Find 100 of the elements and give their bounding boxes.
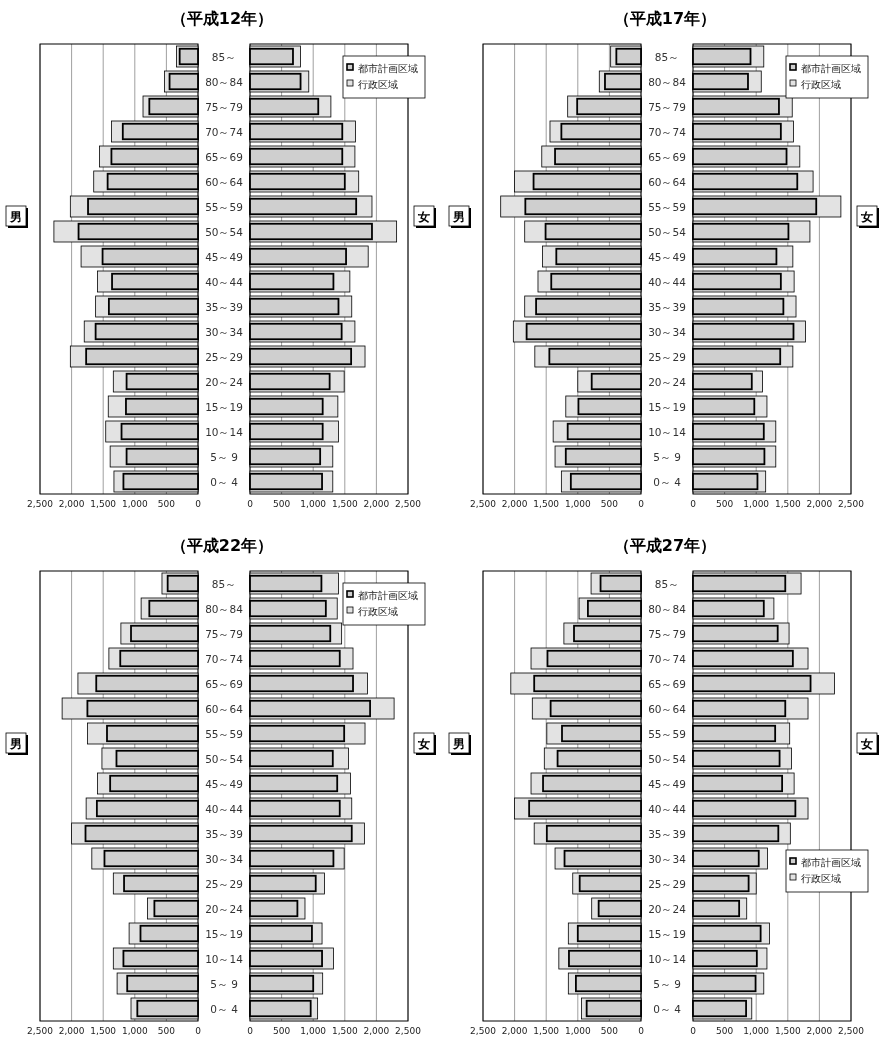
y-tick-label: 75～79 <box>648 100 686 113</box>
y-tick-label: 65～69 <box>205 150 243 163</box>
x-tick-label: 1,000 <box>121 1026 148 1036</box>
y-tick-label: 25～29 <box>648 877 686 890</box>
y-tick-label: 20～24 <box>205 902 244 915</box>
legend-label: 都市計画区域 <box>358 63 418 74</box>
y-tick-label: 55～59 <box>648 200 686 213</box>
y-tick-label: 75～79 <box>205 100 243 113</box>
x-tick-label: 1,500 <box>774 499 801 509</box>
x-tick-label: 2,000 <box>58 1026 85 1036</box>
text: 男 <box>452 737 465 751</box>
y-tick-label: 30～34 <box>648 852 687 865</box>
y-tick-label: 25～29 <box>648 350 686 363</box>
y-tick-label: 5～ 9 <box>210 977 238 990</box>
y-tick-label: 50～54 <box>205 752 244 765</box>
y-tick-label: 35～39 <box>205 300 243 313</box>
legend-label: 行政区域 <box>358 606 398 617</box>
y-tick-label: 65～69 <box>648 677 686 690</box>
y-tick-label: 30～34 <box>205 852 244 865</box>
y-tick-label: 80～84 <box>648 75 687 88</box>
y-tick-label: 20～24 <box>648 375 687 388</box>
x-tick-label: 0 <box>690 1026 697 1036</box>
x-tick-label: 2,000 <box>58 499 85 509</box>
x-tick-label: 500 <box>157 1026 176 1036</box>
y-tick-label: 5～ 9 <box>653 450 681 463</box>
y-tick-label: 70～74 <box>205 125 244 138</box>
x-tick-label: 2,000 <box>501 499 528 509</box>
legend-label: 行政区域 <box>801 79 841 90</box>
y-tick-label: 45～49 <box>648 777 686 790</box>
x-tick-label: 1,000 <box>300 499 327 509</box>
x-tick-label: 0 <box>195 499 202 509</box>
x-tick-label: 1,500 <box>774 1026 801 1036</box>
x-tick-label: 2,500 <box>838 499 865 509</box>
y-tick-label: 10～14 <box>648 425 687 438</box>
text: 女 <box>417 210 430 224</box>
text: 女 <box>860 737 873 751</box>
x-tick-label: 1,500 <box>90 499 117 509</box>
x-tick-label: 2,000 <box>363 499 390 509</box>
y-tick-label: 25～29 <box>205 350 243 363</box>
y-tick-label: 50～54 <box>648 225 687 238</box>
y-tick-label: 35～39 <box>205 827 243 840</box>
y-tick-label: 55～59 <box>205 727 243 740</box>
x-tick-label: 0 <box>638 1026 645 1036</box>
y-tick-label: 0～ 4 <box>653 475 682 488</box>
y-tick-label: 15～19 <box>205 927 243 940</box>
y-tick-label: 40～44 <box>205 802 244 815</box>
y-tick-label: 70～74 <box>648 125 687 138</box>
x-tick-label: 2,000 <box>501 1026 528 1036</box>
x-tick-label: 1,500 <box>533 499 560 509</box>
y-tick-label: 55～59 <box>205 200 243 213</box>
x-tick-label: 0 <box>247 499 254 509</box>
text: 男 <box>9 210 22 224</box>
chart-title: （平成27年） <box>613 536 717 555</box>
y-tick-label: 10～14 <box>205 425 244 438</box>
y-tick-label: 45～49 <box>205 250 243 263</box>
y-tick-label: 65～69 <box>205 677 243 690</box>
y-tick-label: 40～44 <box>205 275 244 288</box>
x-tick-label: 500 <box>273 1026 291 1036</box>
x-tick-label: 2,500 <box>838 1026 865 1036</box>
text: 女 <box>417 737 430 751</box>
y-tick-label: 30～34 <box>648 325 687 338</box>
y-tick-label: 10～14 <box>648 952 687 965</box>
y-tick-label: 15～19 <box>648 927 686 940</box>
x-tick-label: 500 <box>600 1026 619 1036</box>
x-tick-label: 0 <box>247 1026 254 1036</box>
y-tick-label: 15～19 <box>648 400 686 413</box>
y-tick-label: 75～79 <box>205 627 243 640</box>
y-tick-label: 45～49 <box>648 250 686 263</box>
y-tick-label: 85～ <box>211 577 237 590</box>
y-tick-label: 50～54 <box>205 225 244 238</box>
y-tick-label: 5～ 9 <box>653 977 681 990</box>
y-tick-label: 0～ 4 <box>210 475 239 488</box>
chart-title: （平成22年） <box>170 536 274 555</box>
x-tick-label: 2,000 <box>806 1026 833 1036</box>
y-tick-label: 75～79 <box>648 627 686 640</box>
x-tick-label: 1,000 <box>121 499 148 509</box>
x-tick-label: 0 <box>195 1026 202 1036</box>
y-tick-label: 30～34 <box>205 325 244 338</box>
y-tick-label: 70～74 <box>205 652 244 665</box>
x-tick-label: 2,500 <box>27 499 54 509</box>
text: 男 <box>9 737 22 751</box>
y-tick-label: 80～84 <box>205 602 244 615</box>
x-tick-label: 500 <box>716 499 734 509</box>
x-tick-label: 1,500 <box>90 1026 117 1036</box>
x-tick-label: 1,000 <box>564 1026 591 1036</box>
x-tick-label: 2,000 <box>806 499 833 509</box>
y-tick-label: 20～24 <box>648 902 687 915</box>
y-tick-label: 85～ <box>211 50 237 63</box>
y-tick-label: 40～44 <box>648 802 687 815</box>
y-tick-label: 85～ <box>654 577 680 590</box>
legend-label: 都市計画区域 <box>801 857 861 868</box>
y-tick-label: 70～74 <box>648 652 687 665</box>
y-tick-label: 35～39 <box>648 300 686 313</box>
y-tick-label: 60～64 <box>648 702 687 715</box>
y-tick-label: 45～49 <box>205 777 243 790</box>
x-tick-label: 2,500 <box>27 1026 54 1036</box>
y-tick-label: 80～84 <box>205 75 244 88</box>
legend-label: 行政区域 <box>358 79 398 90</box>
y-tick-label: 40～44 <box>648 275 687 288</box>
legend-label: 行政区域 <box>801 873 841 884</box>
